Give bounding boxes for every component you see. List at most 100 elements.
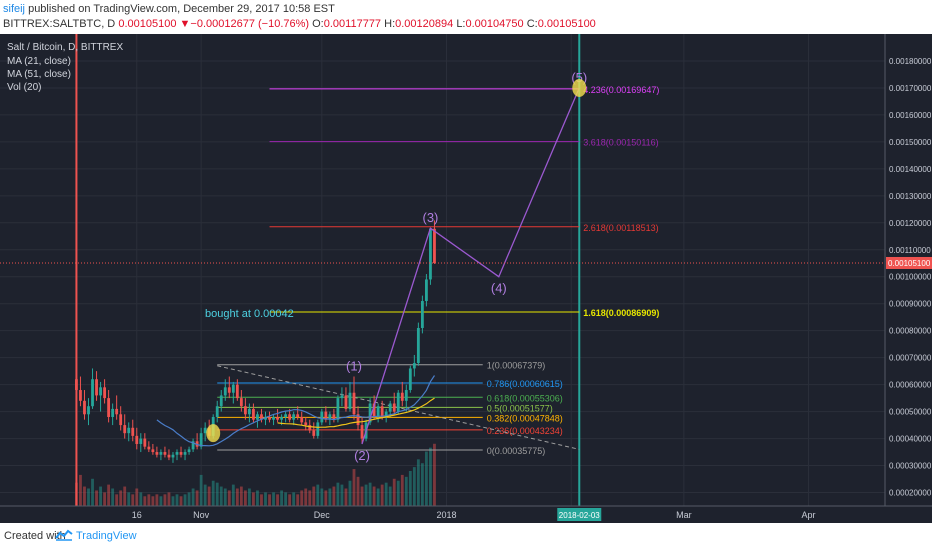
volume-bar xyxy=(364,484,368,506)
low-value: 0.00104750 xyxy=(465,18,524,30)
candle-body xyxy=(252,408,255,420)
volume-bar xyxy=(384,482,388,506)
volume-bar xyxy=(115,494,119,506)
volume-bar xyxy=(368,482,372,506)
price-tick-label: 0.00050000 xyxy=(889,408,932,417)
publish-info: published on TradingView.com, December 2… xyxy=(25,3,335,15)
candle-body xyxy=(239,398,243,407)
candle-body xyxy=(183,452,187,455)
volume-bar xyxy=(340,484,344,506)
tradingview-brand[interactable]: TradingView xyxy=(76,530,137,542)
volume-bar xyxy=(171,496,175,506)
volume-bar xyxy=(235,488,239,506)
candle-body xyxy=(288,414,292,420)
volume-bar xyxy=(268,494,271,506)
candle-body xyxy=(155,452,159,455)
price-tick-label: 0.00150000 xyxy=(889,138,932,147)
candle-body xyxy=(235,384,239,399)
open-value: 0.00117777 xyxy=(323,18,382,30)
candle-body xyxy=(83,400,86,415)
legend-ma51[interactable]: MA (51, close) xyxy=(7,69,71,80)
candle-body xyxy=(268,416,271,420)
elliott-wave-path xyxy=(361,87,580,445)
legend-vol[interactable]: Vol (20) xyxy=(7,82,41,93)
price-axis[interactable]: 0.00180000 0.00170000 0.00160000 0.00150000… xyxy=(0,34,932,523)
candle-body xyxy=(215,406,219,417)
volume-bar xyxy=(408,471,412,506)
volume-bar xyxy=(336,482,340,506)
volume-bar xyxy=(416,459,420,506)
candle-body xyxy=(179,452,183,455)
fib-retracement-label: 0.786(0.00060615) xyxy=(487,379,563,389)
candle-body xyxy=(388,403,392,412)
candle-body xyxy=(243,406,247,415)
candle-body xyxy=(416,327,420,364)
volume-bar xyxy=(103,492,106,506)
candle-body xyxy=(87,406,90,415)
price-tick-label: 0.00130000 xyxy=(889,192,932,201)
candle-body xyxy=(340,395,344,399)
high-label: H: xyxy=(384,18,396,30)
time-axis-background xyxy=(0,506,932,523)
volume-bar xyxy=(95,490,98,506)
time-tick-label: Mar xyxy=(676,510,692,520)
candle-body xyxy=(151,449,155,453)
volume-bar xyxy=(380,484,384,506)
fib-retracement-label: 0(0.00035775) xyxy=(487,446,546,456)
footer: Created with TradingView xyxy=(0,523,932,550)
candle-body xyxy=(356,414,360,426)
volume-bar xyxy=(163,494,167,506)
last-price: 0.00105100 xyxy=(118,18,177,30)
vertical-markers xyxy=(75,34,581,506)
fib-extension-label: 4.236(0.00169647) xyxy=(583,85,659,95)
fib-retracement-label: 0.618(0.00055306) xyxy=(487,393,563,403)
highlight-circle xyxy=(206,424,221,443)
author-link[interactable]: sifeij xyxy=(3,3,26,15)
candle-body xyxy=(372,403,376,417)
candle-body xyxy=(99,387,102,396)
volume-bar xyxy=(352,469,356,506)
volume-bar xyxy=(159,496,163,506)
volume-bar xyxy=(396,480,400,506)
candle-body xyxy=(420,301,424,328)
ohlc-line: BITTREX:SALTBTC, D 0.00105100 ▼−0.000126… xyxy=(3,18,596,30)
candle-body xyxy=(139,438,143,444)
price-tick-label: 0.00110000 xyxy=(889,246,931,255)
candle-body xyxy=(127,427,131,434)
candle-body xyxy=(404,390,408,401)
candle-body xyxy=(223,387,227,396)
bought-at-annotation: bought at 0.00042 xyxy=(205,308,294,320)
candle-body xyxy=(312,430,316,436)
target-date-label: 2018-02-03 xyxy=(559,511,600,520)
volume-bar xyxy=(332,486,336,506)
time-axis[interactable]: 16NovDec2018FebMarApr2018-02-03 xyxy=(0,505,932,523)
ma51-line xyxy=(277,397,435,428)
fib-levels: 2.618(0.00118513) 3.618(0.00150116) 4.236(… xyxy=(217,85,659,456)
candle-body xyxy=(111,408,115,417)
volume-bar xyxy=(316,484,320,506)
candle-body xyxy=(171,454,175,458)
time-tick-label: 2018 xyxy=(437,510,457,520)
candle-body xyxy=(352,392,356,415)
price-tick-label: 0.00080000 xyxy=(889,327,932,336)
volume-bar xyxy=(300,490,304,506)
publish-line: sifeij published on TradingView.com, Dec… xyxy=(3,3,335,15)
volume-bar xyxy=(360,486,364,506)
volume-bar xyxy=(187,492,191,506)
candle-body xyxy=(260,414,263,420)
legend-ma21[interactable]: MA (21, close) xyxy=(7,56,71,67)
price-tick-label: 0.00040000 xyxy=(889,435,932,444)
volume-bar xyxy=(392,478,396,506)
volume-bar xyxy=(139,492,143,506)
volume-bar xyxy=(123,486,127,506)
candle-body xyxy=(227,387,231,393)
volume-bar xyxy=(119,490,123,506)
elliott-wave-label: (4) xyxy=(491,281,507,296)
candle-body xyxy=(107,398,111,417)
candle-body xyxy=(75,379,78,391)
price-chart[interactable]: 2.618(0.00118513) 3.618(0.00150116) 4.236(… xyxy=(0,34,932,523)
volume-bar xyxy=(239,486,243,506)
volume-bar xyxy=(280,490,283,506)
candle-body xyxy=(348,392,352,409)
down-arrow-icon: ▼ xyxy=(179,18,191,30)
